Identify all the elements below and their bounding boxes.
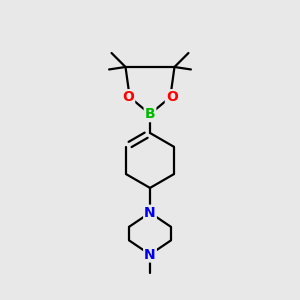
Text: B: B (145, 107, 155, 121)
Text: O: O (166, 90, 178, 104)
Text: N: N (144, 248, 156, 262)
Text: O: O (122, 90, 134, 104)
Text: N: N (144, 206, 156, 220)
